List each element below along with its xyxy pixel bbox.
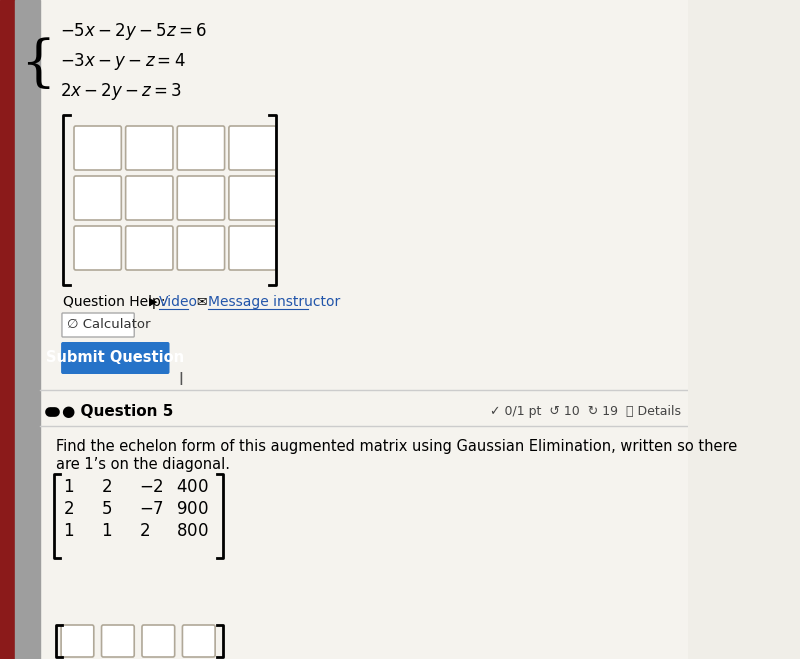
Text: Submit Question: Submit Question	[46, 351, 184, 366]
FancyBboxPatch shape	[229, 176, 276, 220]
Text: $1$: $1$	[63, 478, 74, 496]
Text: $2$: $2$	[138, 523, 150, 540]
FancyBboxPatch shape	[62, 313, 134, 337]
Text: ▶: ▶	[149, 297, 158, 307]
FancyBboxPatch shape	[229, 226, 276, 270]
Text: $400$: $400$	[176, 478, 209, 496]
FancyBboxPatch shape	[178, 176, 225, 220]
Text: Find the echelon form of this augmented matrix using Gaussian Elimination, writt: Find the echelon form of this augmented …	[56, 438, 737, 453]
Text: are 1’s on the diagonal.: are 1’s on the diagonal.	[56, 457, 230, 471]
Text: $2$: $2$	[101, 478, 112, 496]
FancyBboxPatch shape	[126, 226, 173, 270]
Text: Video: Video	[159, 295, 198, 309]
Text: $5$: $5$	[101, 500, 112, 517]
Text: Question Help:: Question Help:	[63, 295, 166, 309]
FancyBboxPatch shape	[74, 126, 122, 170]
FancyBboxPatch shape	[74, 226, 122, 270]
FancyBboxPatch shape	[61, 342, 170, 374]
Text: $-2$: $-2$	[138, 478, 163, 496]
Text: ✓ 0/1 pt  ↺ 10  ↻ 19  ⓘ Details: ✓ 0/1 pt ↺ 10 ↻ 19 ⓘ Details	[490, 405, 682, 418]
Text: $2x - 2y - z = 3$: $2x - 2y - z = 3$	[60, 82, 182, 103]
FancyBboxPatch shape	[61, 625, 94, 657]
Text: Message instructor: Message instructor	[208, 295, 341, 309]
FancyBboxPatch shape	[178, 226, 225, 270]
Text: $1$: $1$	[63, 523, 74, 540]
FancyBboxPatch shape	[229, 126, 276, 170]
Bar	[15, 0, 39, 659]
Text: $2$: $2$	[63, 500, 74, 517]
FancyBboxPatch shape	[102, 625, 134, 657]
Bar	[0, 0, 15, 659]
Text: ● Question 5: ● Question 5	[62, 405, 174, 420]
Text: {: {	[20, 38, 55, 92]
Text: I: I	[178, 371, 183, 389]
Text: $1$: $1$	[101, 523, 112, 540]
FancyBboxPatch shape	[126, 126, 173, 170]
FancyBboxPatch shape	[126, 176, 173, 220]
Text: $-3x - y - z = 4$: $-3x - y - z = 4$	[60, 51, 186, 72]
FancyBboxPatch shape	[182, 625, 215, 657]
Text: $-5x - 2y - 5z = 6$: $-5x - 2y - 5z = 6$	[60, 22, 207, 42]
Text: $800$: $800$	[176, 523, 209, 540]
FancyBboxPatch shape	[74, 176, 122, 220]
Text: ∅ Calculator: ∅ Calculator	[67, 318, 150, 331]
Text: $900$: $900$	[176, 500, 209, 517]
Text: ✉: ✉	[196, 295, 206, 308]
Text: $-7$: $-7$	[138, 500, 163, 517]
FancyBboxPatch shape	[142, 625, 174, 657]
FancyBboxPatch shape	[178, 126, 225, 170]
